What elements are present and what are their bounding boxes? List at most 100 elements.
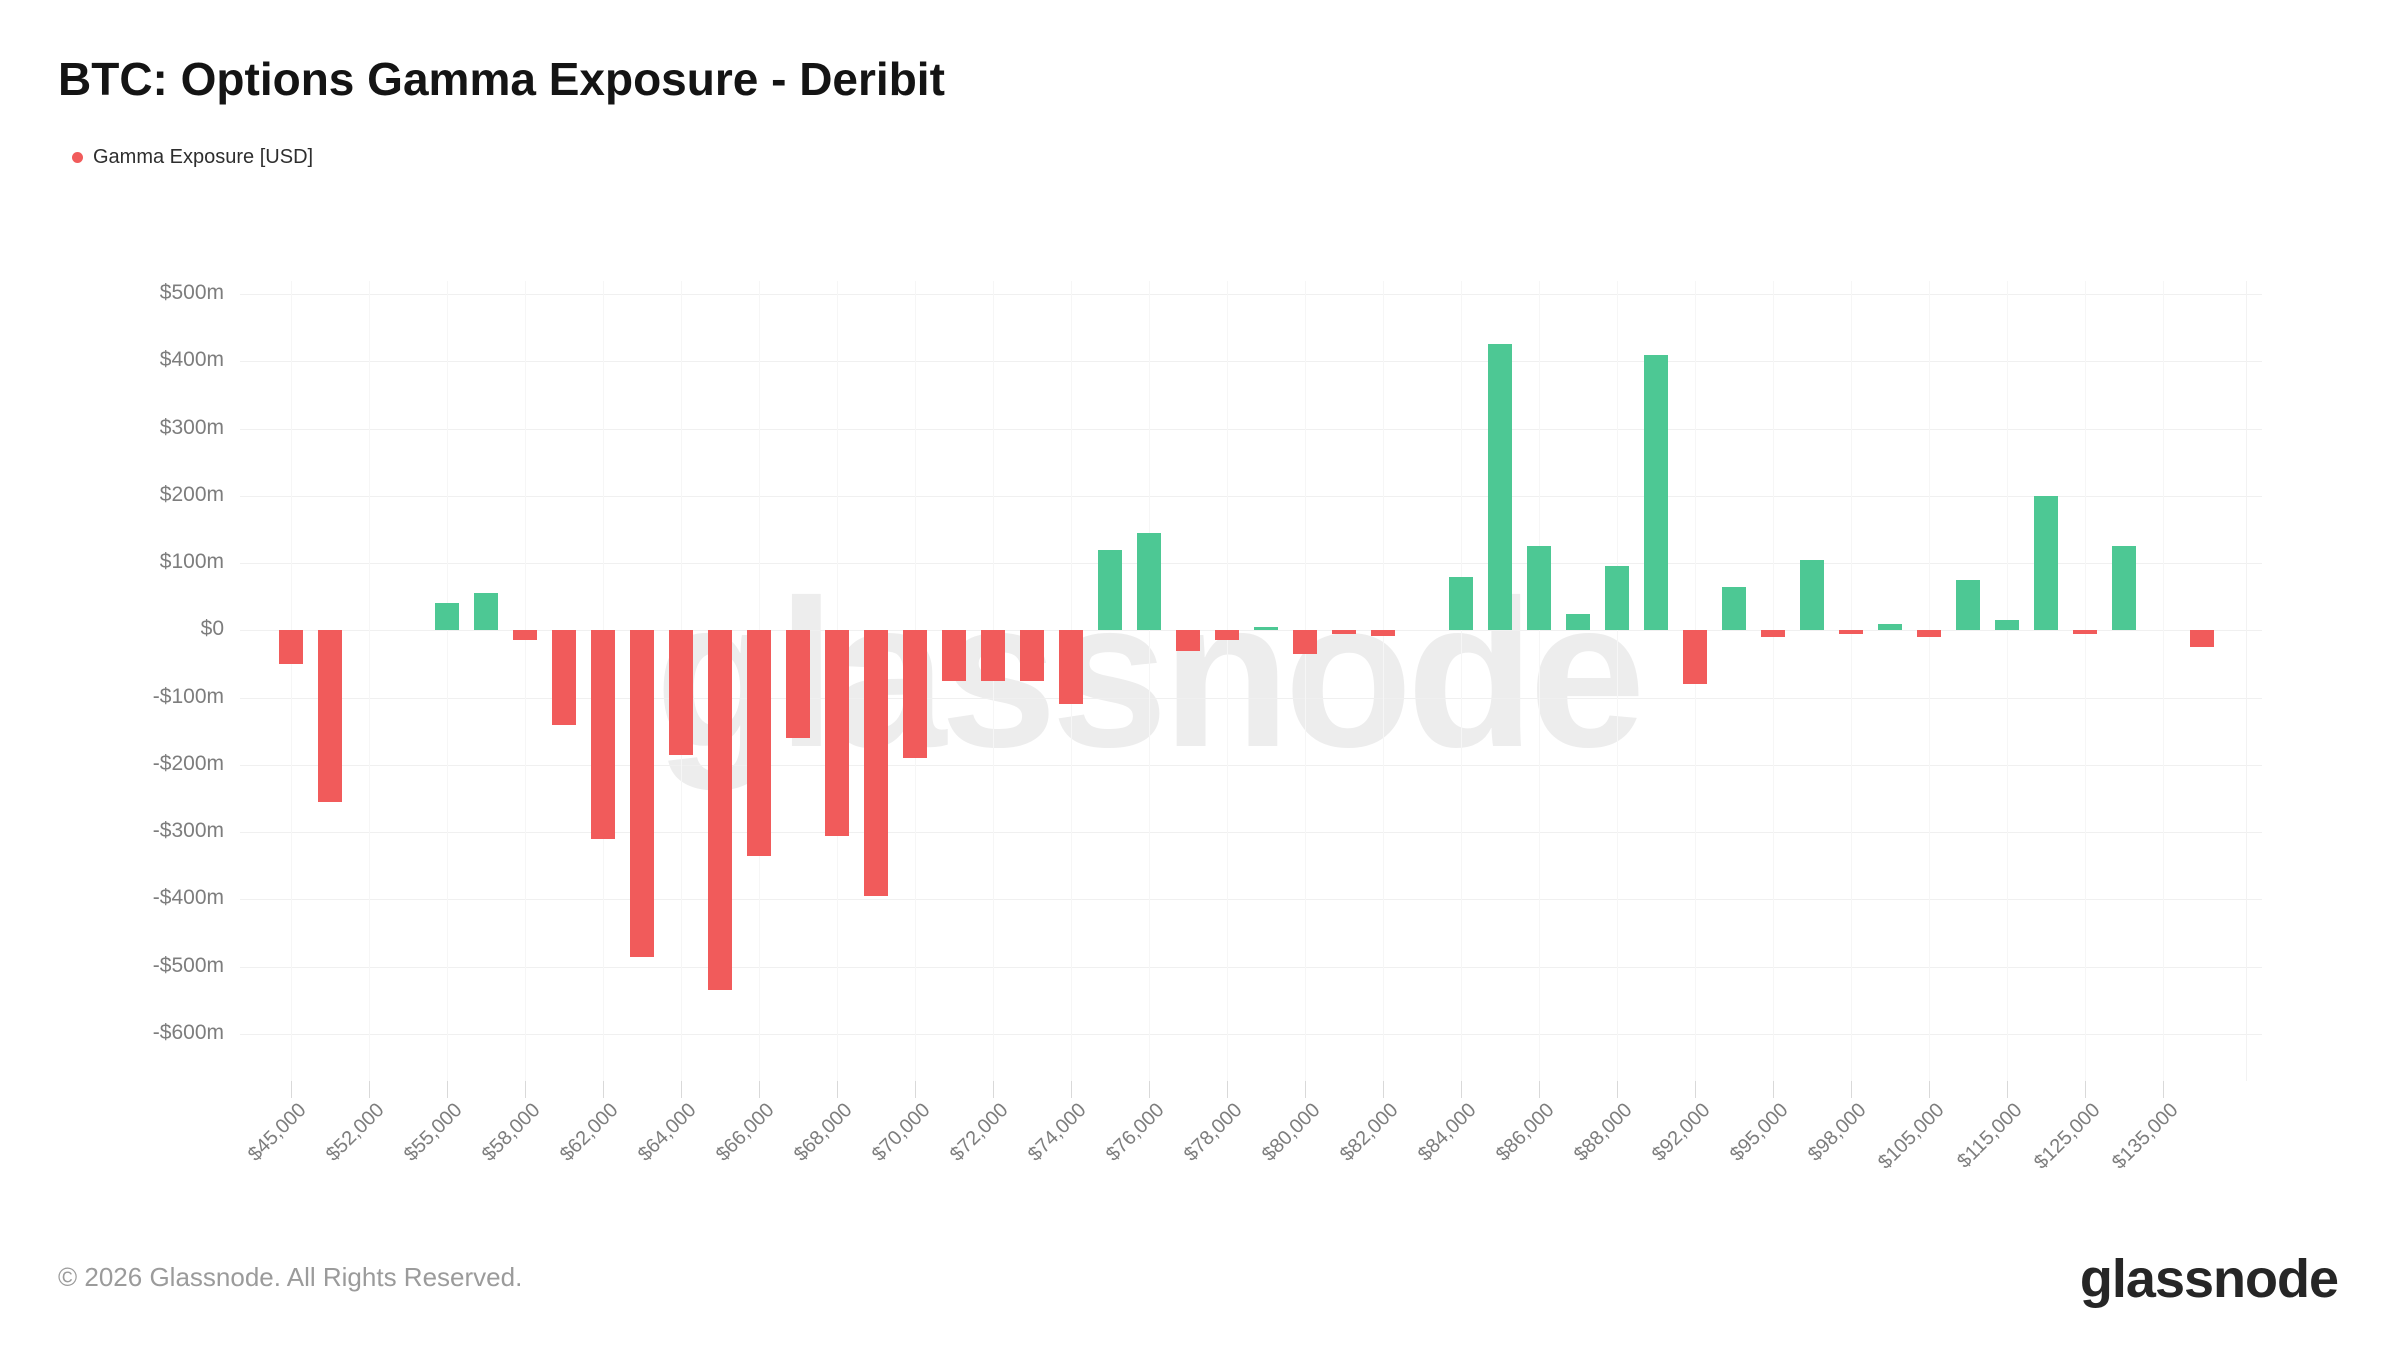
y-gridline <box>240 630 2262 632</box>
gamma-bar-$58,000[interactable] <box>512 630 537 641</box>
gamma-bar-$105,000[interactable] <box>1916 630 1941 638</box>
x-gridline <box>1304 281 1306 1081</box>
x-axis-tick <box>1382 1081 1384 1098</box>
gamma-bar-slot-31[interactable] <box>1487 344 1512 631</box>
x-axis-tick <box>1304 1081 1306 1098</box>
x-axis-tick <box>2006 1081 2008 1098</box>
x-axis-label: $125,000 <box>2029 1099 2105 1174</box>
x-axis-label: $62,000 <box>555 1099 623 1166</box>
gamma-bar-slot-43[interactable] <box>1955 579 1980 631</box>
gamma-exposure-bar-chart: $45,000 $52,000 $55,000 $58,000 $62,000 $64,0… <box>240 281 2262 1174</box>
x-axis-label: $86,000 <box>1491 1099 1559 1166</box>
gamma-bar-slot-5[interactable] <box>473 593 498 631</box>
x-axis-label: $80,000 <box>1257 1099 1325 1166</box>
y-axis-label: -$500m <box>152 953 224 977</box>
y-gridline <box>240 764 2262 766</box>
copyright-text: © 2026 Glassnode. All Rights Reserved. <box>58 1262 523 1292</box>
y-axis-label: -$400m <box>152 886 224 910</box>
gamma-bar-$70,000[interactable] <box>902 630 927 759</box>
gamma-bar-slot-49[interactable] <box>2189 630 2214 648</box>
gamma-bar-slot-19[interactable] <box>1019 630 1044 681</box>
gamma-bar-slot-41[interactable] <box>1877 623 1902 631</box>
y-gridline <box>240 563 2262 565</box>
x-axis-tick <box>524 1081 526 1098</box>
gamma-bar-slot-35[interactable] <box>1643 354 1668 631</box>
gamma-bar-slot-7[interactable] <box>551 630 576 725</box>
x-axis-label: $95,000 <box>1725 1099 1793 1166</box>
gamma-bar-slot-25[interactable] <box>1253 626 1278 631</box>
y-gridline <box>240 294 2262 295</box>
gamma-bar-$64,000[interactable] <box>668 630 693 755</box>
y-axis-label: -$600m <box>152 1020 224 1044</box>
gamma-bar-$92,000[interactable] <box>1682 630 1707 685</box>
x-gridline <box>1850 281 1852 1081</box>
gamma-bar-slot-1[interactable] <box>317 630 342 802</box>
gamma-bar-$55,000[interactable] <box>434 603 459 631</box>
gamma-bar-slot-23[interactable] <box>1175 630 1200 651</box>
x-axis-label: $52,000 <box>321 1099 389 1166</box>
gamma-bar-$76,000[interactable] <box>1136 532 1161 631</box>
legend[interactable]: Gamma Exposure [USD] <box>72 146 313 169</box>
gamma-bar-slot-21[interactable] <box>1097 549 1122 631</box>
gamma-bar-$72,000[interactable] <box>980 630 1005 681</box>
x-gridline <box>524 281 526 1081</box>
x-axis-tick <box>1460 1081 1462 1098</box>
gamma-bar-slot-47[interactable] <box>2111 546 2136 631</box>
gamma-bar-slot-17[interactable] <box>941 630 966 681</box>
x-axis-label: $64,000 <box>633 1099 701 1166</box>
x-axis-label: $74,000 <box>1023 1099 1091 1166</box>
gamma-bar-$95,000[interactable] <box>1760 630 1785 638</box>
y-gridline <box>240 495 2262 497</box>
gamma-bar-$86,000[interactable] <box>1526 546 1551 631</box>
x-gridline <box>1382 281 1384 1081</box>
x-axis-tick <box>914 1081 916 1098</box>
gamma-bar-$115,000[interactable] <box>1994 620 2019 631</box>
gamma-bar-$84,000[interactable] <box>1448 576 1473 631</box>
y-gridline <box>240 1033 2262 1035</box>
gamma-bar-$78,000[interactable] <box>1214 630 1239 641</box>
y-axis-label: -$300m <box>152 819 224 843</box>
x-gridline <box>1148 281 1150 1081</box>
gamma-bar-$68,000[interactable] <box>824 630 849 836</box>
x-gridline <box>290 281 292 1081</box>
x-axis-tick <box>1928 1081 1930 1098</box>
gamma-bar-slot-27[interactable] <box>1331 630 1356 634</box>
gamma-bar-slot-9[interactable] <box>629 630 654 957</box>
x-axis-label: $76,000 <box>1101 1099 1169 1166</box>
x-axis-tick <box>1226 1081 1228 1098</box>
x-axis-tick <box>1616 1081 1618 1098</box>
x-gridline <box>1460 281 1462 1081</box>
x-axis-tick <box>446 1081 448 1098</box>
gamma-bar-$80,000[interactable] <box>1292 630 1317 654</box>
y-gridline <box>240 832 2262 834</box>
gamma-bar-slot-33[interactable] <box>1565 613 1590 631</box>
gamma-bar-$66,000[interactable] <box>746 630 771 856</box>
gamma-bar-$45,000[interactable] <box>278 630 303 664</box>
y-gridline <box>240 697 2262 699</box>
gamma-bar-slot-11[interactable] <box>707 630 732 991</box>
gamma-bar-$62,000[interactable] <box>590 630 615 839</box>
y-axis-label: $300m <box>159 415 224 439</box>
x-axis-label: $82,000 <box>1335 1099 1403 1166</box>
gamma-bar-slot-39[interactable] <box>1799 559 1824 631</box>
y-axis-label: -$100m <box>152 684 224 708</box>
gamma-bar-$74,000[interactable] <box>1058 630 1083 705</box>
gamma-bar-$88,000[interactable] <box>1604 566 1629 631</box>
gamma-bar-slot-37[interactable] <box>1721 586 1746 631</box>
x-axis-label: $92,000 <box>1647 1099 1715 1166</box>
gamma-bar-$98,000[interactable] <box>1838 630 1863 634</box>
gamma-bar-$125,000[interactable] <box>2072 630 2097 634</box>
x-axis-tick <box>1070 1081 1072 1098</box>
x-axis-tick <box>992 1081 994 1098</box>
x-axis-tick <box>2162 1081 2164 1098</box>
gamma-bar-slot-13[interactable] <box>785 630 810 738</box>
x-axis-label: $98,000 <box>1803 1099 1871 1166</box>
chart-title: BTC: Options Gamma Exposure - Deribit <box>58 53 945 105</box>
gamma-bar-slot-45[interactable] <box>2033 495 2058 631</box>
gamma-bar-$82,000[interactable] <box>1370 630 1395 636</box>
y-gridline <box>240 361 2262 363</box>
x-axis-label: $55,000 <box>399 1099 467 1166</box>
gamma-bar-slot-15[interactable] <box>863 630 888 897</box>
x-axis-label: $72,000 <box>945 1099 1013 1166</box>
